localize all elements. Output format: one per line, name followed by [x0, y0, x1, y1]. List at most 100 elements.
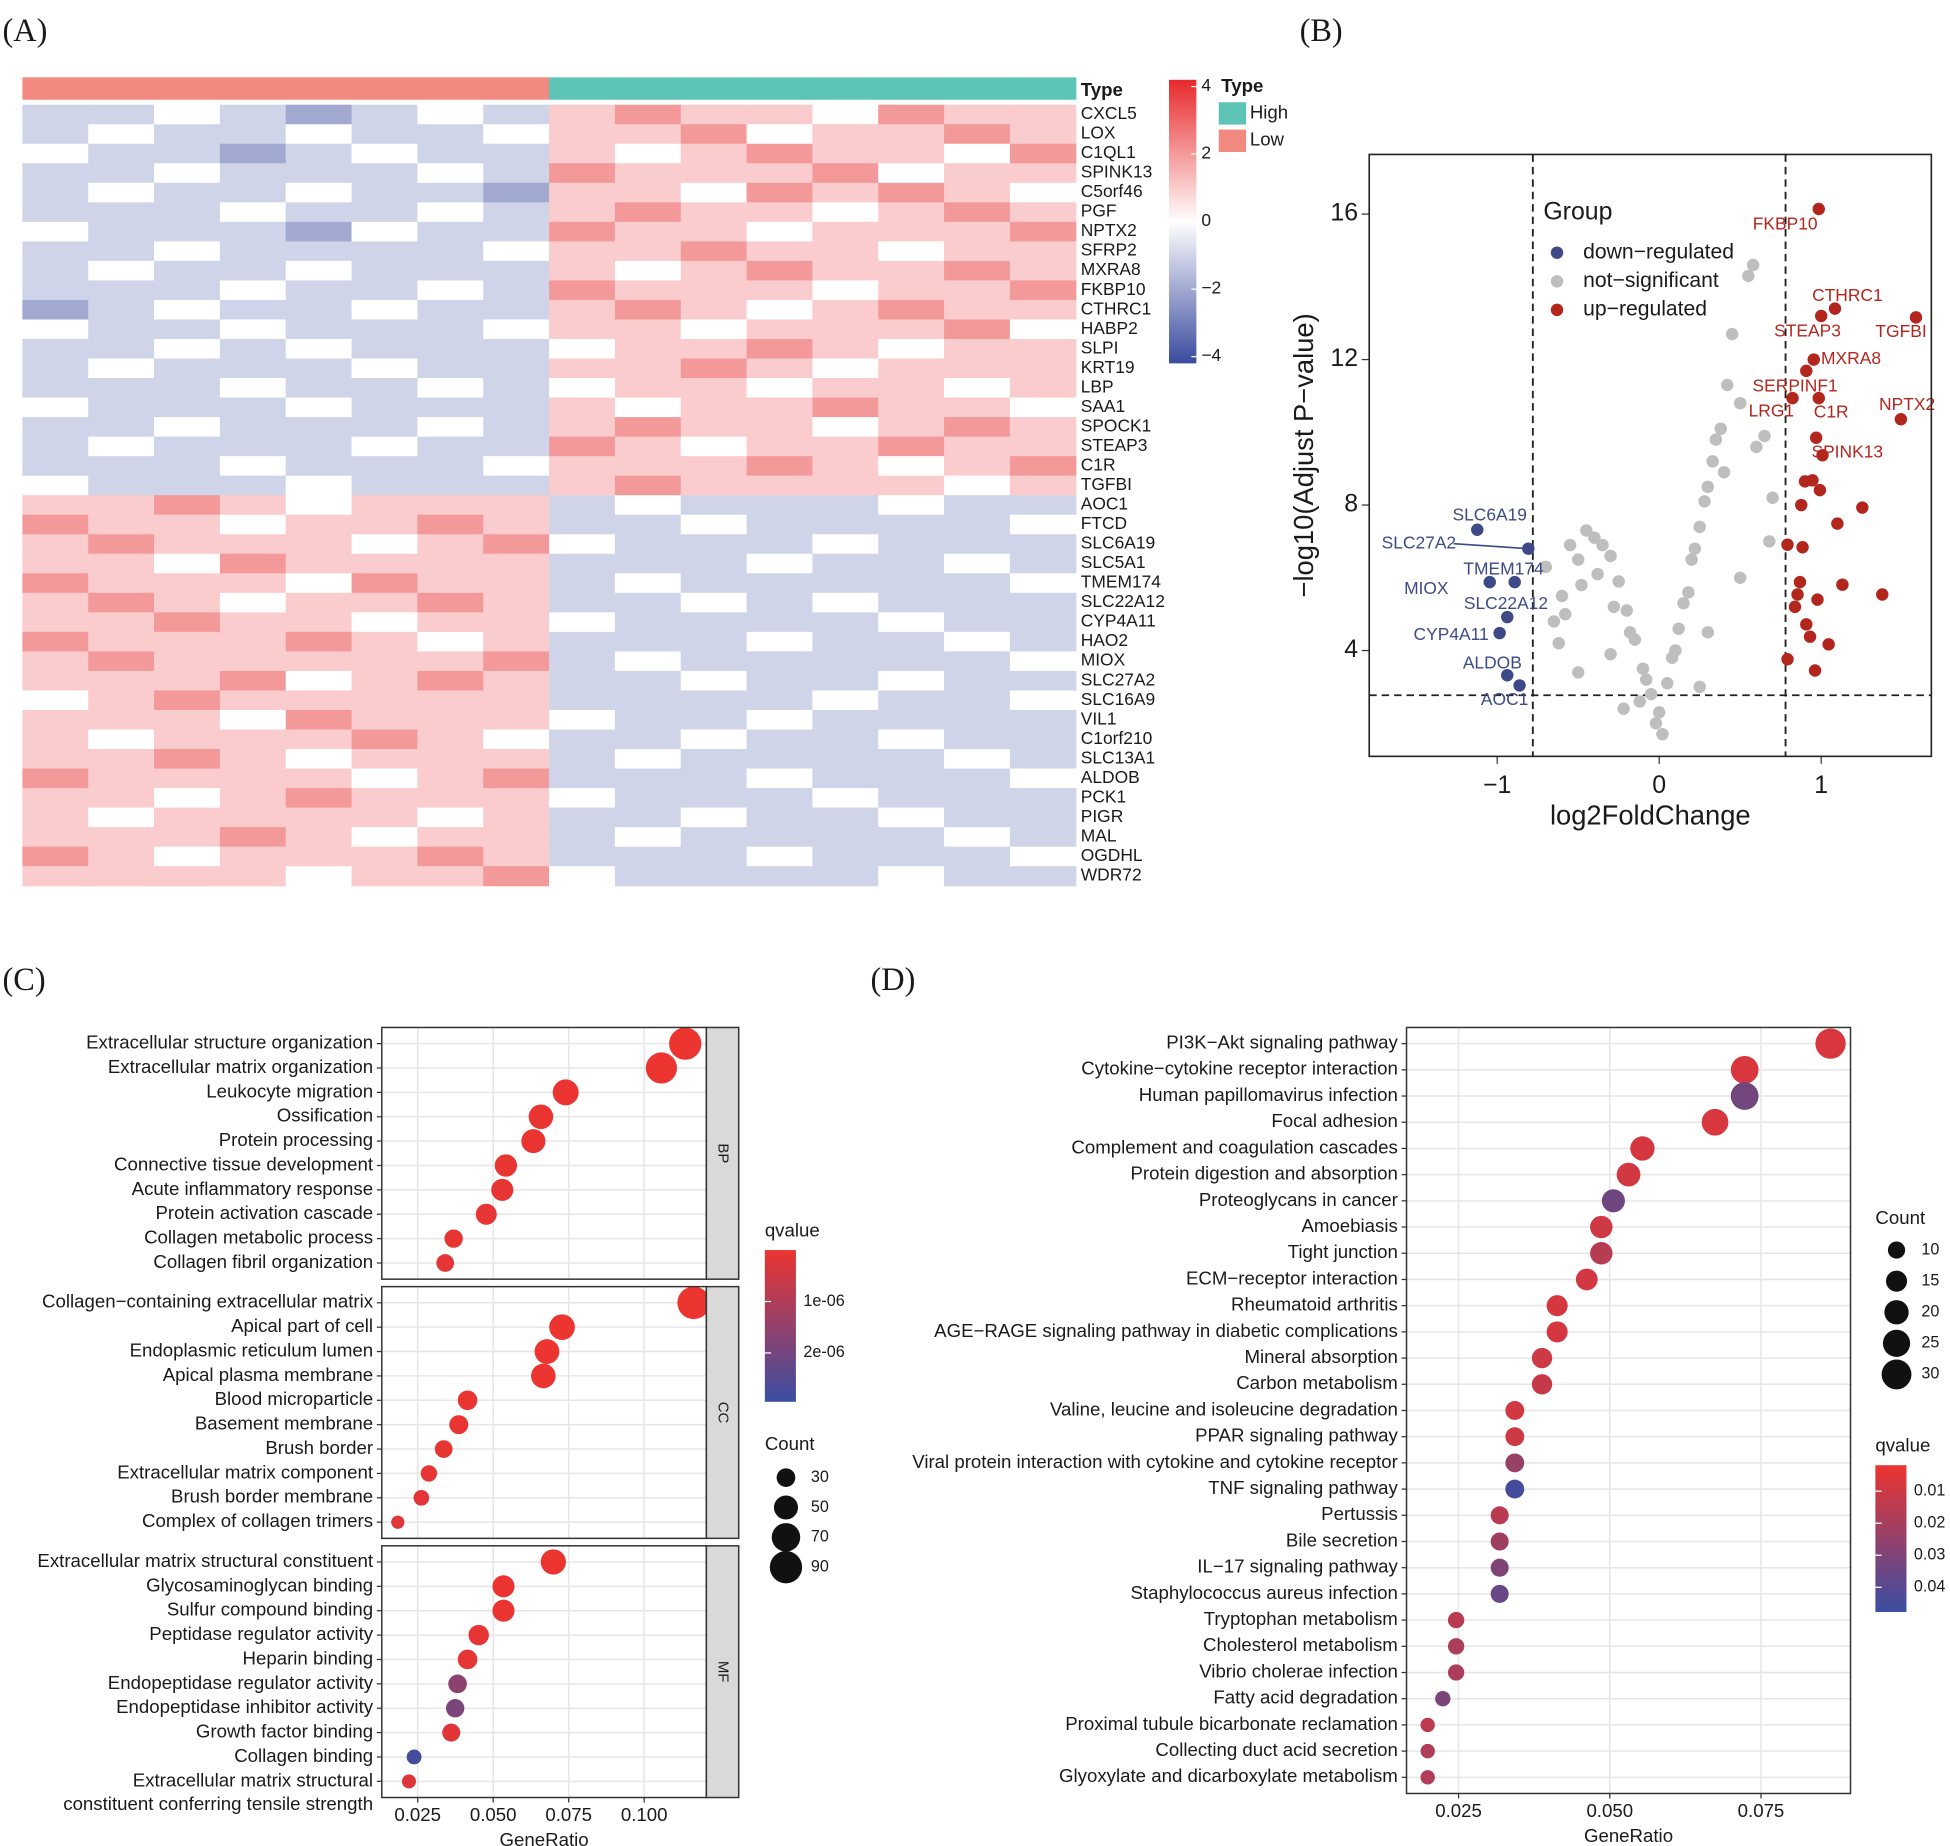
point [1909, 311, 1923, 324]
heatmap-cell [549, 260, 616, 282]
heatmap-cell [219, 397, 287, 418]
heatmap-cell [154, 768, 221, 789]
heatmap-cell [680, 221, 748, 242]
heatmap-cell [22, 202, 89, 223]
colorbar-label: 0 [1201, 210, 1211, 230]
point [1522, 542, 1535, 555]
dot [475, 1203, 497, 1225]
heatmap-cell [944, 514, 1011, 535]
heatmap-cell [351, 651, 419, 672]
heatmap-cell [812, 397, 879, 418]
heatmap-cell [88, 690, 155, 711]
heatmap-cell [1009, 280, 1077, 301]
category-label: Apical plasma membrane [163, 1364, 373, 1385]
heatmap-cell [22, 866, 89, 887]
annotation-cell [944, 77, 1011, 100]
category-label: Leukocyte migration [206, 1080, 373, 1101]
heatmap-cell [417, 319, 484, 340]
heatmap-cell [154, 182, 221, 203]
category-label: TNF signaling pathway [1208, 1477, 1398, 1498]
heatmap-cell [88, 299, 155, 321]
heatmap-cell [483, 553, 550, 574]
heatmap-cell [88, 846, 155, 867]
legend-label: High [1250, 101, 1288, 122]
heatmap-cell [944, 612, 1011, 633]
heatmap-cell [549, 514, 616, 535]
colorbar [1875, 1465, 1907, 1612]
heatmap-cell [88, 612, 155, 633]
heatmap-cell [154, 612, 221, 633]
heatmap-cell [944, 456, 1011, 477]
point [1571, 553, 1585, 566]
heatmap-cell [219, 202, 287, 223]
heatmap-cell [219, 319, 287, 340]
point [1766, 491, 1779, 504]
heatmap-cell [22, 749, 89, 770]
heatmap-cell [285, 807, 353, 828]
point [1559, 607, 1572, 621]
heatmap-cell [878, 866, 945, 887]
point-label: ALDOB [1463, 653, 1522, 673]
heatmap-cell [219, 807, 287, 828]
point [1539, 560, 1553, 574]
point [1812, 391, 1825, 405]
heatmap-cell [417, 475, 484, 496]
heatmap-cell [483, 495, 550, 516]
heatmap-cell [878, 299, 945, 321]
heatmap-cell [351, 534, 419, 555]
heatmap-cell [417, 729, 484, 750]
dot [436, 1254, 455, 1272]
category-label: Vibrio cholerae infection [1199, 1660, 1398, 1681]
size-legend-label: 50 [811, 1498, 829, 1516]
panel-label: (B) [1300, 12, 1343, 48]
heatmap-cell [944, 553, 1011, 574]
annotation-cell [154, 77, 221, 100]
heatmap-cell [351, 417, 419, 438]
heatmap-cell [351, 631, 419, 653]
annotation-cell [483, 77, 550, 100]
heatmap-cell [154, 749, 221, 770]
heatmap-cell [483, 397, 550, 418]
dot [494, 1154, 518, 1177]
heatmap-cell [285, 514, 353, 535]
heatmap-cell [549, 553, 616, 574]
heatmap-cell [483, 514, 550, 535]
point [1721, 378, 1734, 392]
heatmap-cell [219, 514, 287, 535]
annotation-cell [351, 77, 419, 100]
row-label: OGDHL [1081, 845, 1143, 865]
category-label: Endopeptidase inhibitor activity [116, 1696, 374, 1717]
heatmap-cell [1009, 729, 1077, 750]
panel-label: (D) [871, 961, 916, 997]
heatmap-cell [680, 124, 748, 145]
heatmap-cell [878, 436, 945, 457]
heatmap-cell [746, 514, 814, 535]
category-label: Focal adhesion [1271, 1110, 1397, 1131]
row-label: KRT19 [1081, 357, 1135, 377]
heatmap-cell [549, 866, 616, 887]
heatmap-cell [351, 397, 419, 418]
heatmap-cell [22, 280, 89, 301]
y-tick-label: 4 [1344, 635, 1358, 663]
heatmap-cell [1009, 397, 1077, 418]
heatmap-cell [549, 670, 616, 692]
heatmap-cell [154, 417, 221, 438]
heatmap-cell [680, 495, 748, 516]
heatmap-cell [1009, 182, 1077, 203]
point [1811, 593, 1824, 606]
category-label: Protein digestion and absorption [1130, 1163, 1397, 1184]
category-label: Protein processing [219, 1129, 373, 1150]
heatmap-cell [154, 866, 221, 887]
heatmap-cell [154, 163, 221, 184]
point-label: SLC27A2 [1382, 532, 1457, 552]
dot [401, 1774, 416, 1789]
heatmap-cell [285, 866, 353, 887]
heatmap-cell [680, 709, 748, 731]
heatmap-cell [417, 436, 484, 457]
heatmap-cell [88, 260, 155, 282]
row-label: C5orf46 [1081, 181, 1143, 201]
heatmap-cell [417, 709, 484, 731]
heatmap-cell [680, 163, 748, 184]
heatmap-cell [219, 182, 287, 203]
row-label: VIL1 [1081, 708, 1117, 728]
